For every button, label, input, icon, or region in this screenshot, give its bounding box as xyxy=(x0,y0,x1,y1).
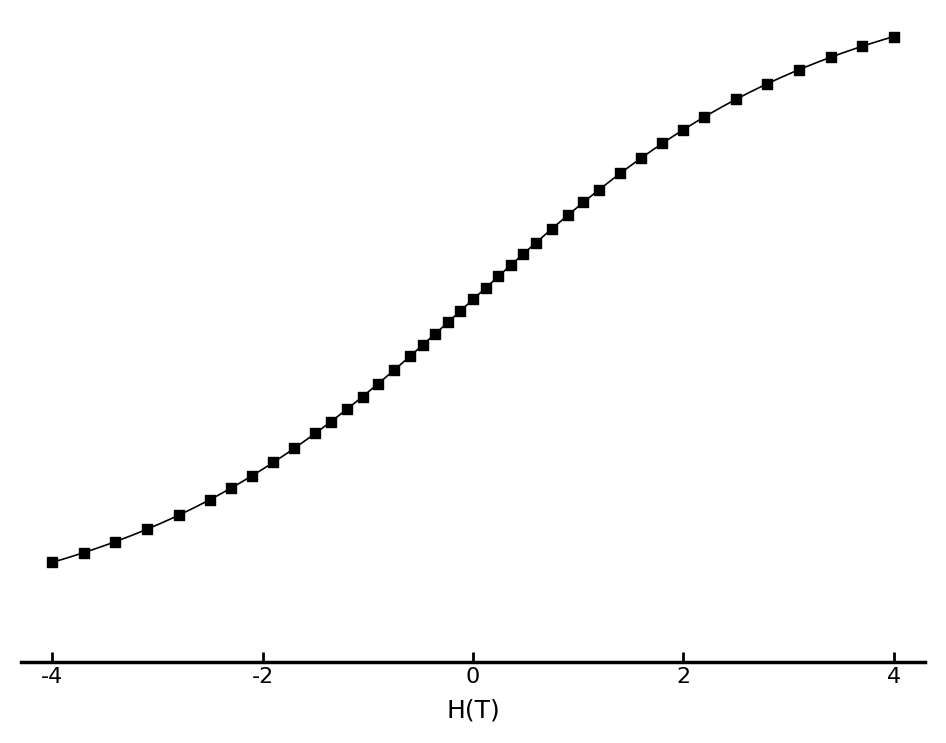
Point xyxy=(415,340,430,351)
Point xyxy=(576,196,591,208)
Point xyxy=(453,305,468,317)
Point xyxy=(44,557,60,568)
Point xyxy=(171,509,186,521)
Point xyxy=(387,364,402,376)
Point xyxy=(371,377,386,389)
Point xyxy=(202,493,218,505)
Point xyxy=(223,482,238,494)
Point xyxy=(613,167,628,179)
Point xyxy=(792,64,807,76)
Point xyxy=(428,328,443,340)
Point xyxy=(697,111,712,123)
Point xyxy=(139,523,154,535)
Point xyxy=(675,124,691,136)
Point xyxy=(491,270,506,282)
Point xyxy=(324,415,339,427)
Point xyxy=(440,317,455,328)
Point xyxy=(655,137,670,149)
Point xyxy=(478,282,493,294)
Point xyxy=(340,403,355,415)
Point xyxy=(245,470,260,481)
Point xyxy=(760,78,775,90)
Point xyxy=(402,351,417,363)
Point xyxy=(77,547,92,559)
Point xyxy=(854,40,869,52)
Point xyxy=(503,259,518,271)
Point xyxy=(634,152,649,164)
Point xyxy=(465,293,481,305)
Point xyxy=(355,391,370,403)
Point xyxy=(266,456,281,468)
Point xyxy=(544,223,559,235)
Point xyxy=(516,248,531,260)
Point xyxy=(886,30,902,42)
Point xyxy=(591,184,606,195)
Point xyxy=(728,94,744,106)
X-axis label: H(T): H(T) xyxy=(447,698,499,722)
Point xyxy=(529,236,544,248)
Point xyxy=(108,536,123,548)
Point xyxy=(307,427,323,439)
Point xyxy=(560,210,575,221)
Point xyxy=(823,51,838,63)
Point xyxy=(287,442,302,454)
